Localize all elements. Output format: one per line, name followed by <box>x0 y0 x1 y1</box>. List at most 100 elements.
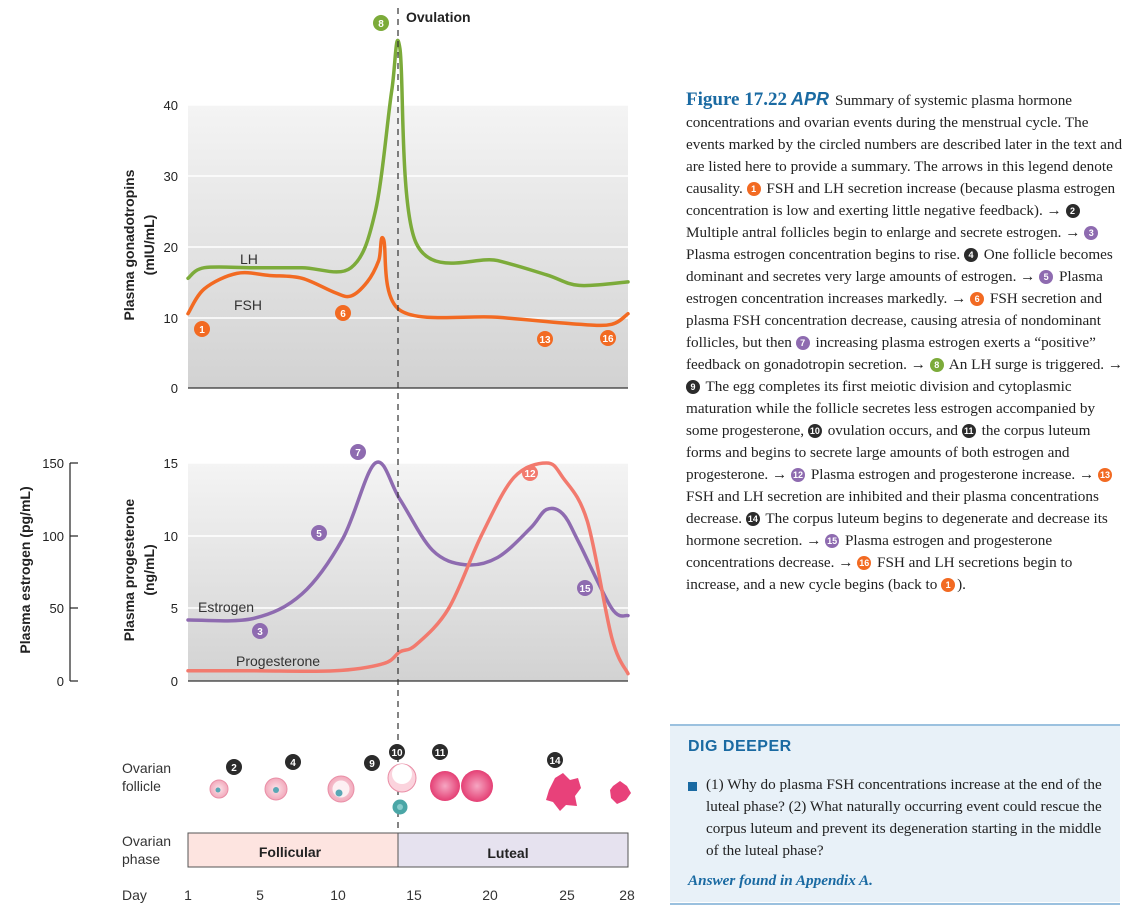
estrogen-axis-label: Plasma estrogen (pg/mL) <box>17 486 33 653</box>
legend-number: 12 <box>791 468 806 482</box>
day-label: Day <box>122 887 147 903</box>
legend-number: 16 <box>857 556 872 570</box>
svg-text:6: 6 <box>340 309 346 320</box>
answer-reference: Answer found in Appendix A. <box>688 872 873 889</box>
fsh-curve <box>186 235 630 328</box>
legend-step: Plasma estrogen concentration increases … <box>686 268 1103 307</box>
bullet-icon <box>688 782 697 791</box>
svg-text:8: 8 <box>378 19 384 30</box>
svg-text:3: 3 <box>257 627 263 638</box>
legend-step: FSH secretion and plasma FSH concentrati… <box>686 290 1103 351</box>
legend-number: 3 <box>1084 226 1099 240</box>
event-badge-14: 14 <box>547 752 563 768</box>
event-badge-8: 8 <box>373 15 389 31</box>
figure-legend: Figure 17.22 APR Summary of systemic plasm… <box>686 88 1126 596</box>
event-badge-1: 1 <box>194 321 210 337</box>
legend-step: the corpus luteum forms and begins to se… <box>686 422 1091 483</box>
legend-step: Multiple antral follicles begin to enlar… <box>686 224 1081 241</box>
event-badge-2: 2 <box>226 759 242 775</box>
figure-number: Figure 17.22 <box>686 89 787 110</box>
luteal-phase-bar <box>397 832 629 868</box>
gonadotropin-axis-unit: (mIU/mL) <box>141 215 157 276</box>
day-tick: 28 <box>619 887 635 903</box>
progesterone-curve <box>186 461 630 676</box>
svg-text:1: 1 <box>199 325 205 336</box>
svg-text:4: 4 <box>290 758 296 769</box>
svg-text:11: 11 <box>435 748 446 759</box>
day-tick: 25 <box>559 887 575 903</box>
follicle-label: follicle <box>122 778 161 794</box>
legend-step: Plasma estrogen and progesterone concent… <box>686 532 1053 571</box>
tick-label: 0 <box>171 381 178 396</box>
legend-number: 4 <box>963 248 978 262</box>
dig-deeper-question: (1) Why do plasma FSH concentrations inc… <box>706 776 1102 859</box>
legend-step: ). <box>957 576 966 593</box>
day-tick: 1 <box>184 887 192 903</box>
tick-label: 0 <box>171 674 178 689</box>
steroid-plot-background <box>188 463 628 681</box>
legend-number: 15 <box>825 534 840 548</box>
event-badge-5: 5 <box>311 525 327 541</box>
legend-number: 1 <box>746 182 761 196</box>
tick-label: 150 <box>42 456 64 471</box>
luteal-label: Luteal <box>487 845 528 861</box>
svg-text:16: 16 <box>602 334 614 345</box>
follicular-label: Follicular <box>259 844 322 860</box>
phase-label: phase <box>122 851 160 867</box>
legend-step: FSH and LH secretions begin to increase,… <box>686 554 1073 593</box>
phase-label: Ovarian <box>122 833 171 849</box>
legend-number: 13 <box>1098 468 1113 482</box>
event-badge-11: 11 <box>432 744 448 760</box>
day-tick: 5 <box>256 887 264 903</box>
svg-text:14: 14 <box>549 756 561 767</box>
day-tick: 15 <box>406 887 422 903</box>
tick-label: 30 <box>164 169 178 184</box>
tick-label: 10 <box>164 311 178 326</box>
lh-curve <box>186 38 630 288</box>
tick-label: 5 <box>171 601 178 616</box>
legend-number: 10 <box>807 424 822 438</box>
svg-text:9: 9 <box>369 759 375 770</box>
tick-label: 15 <box>164 456 178 471</box>
event-badge-6: 6 <box>335 305 351 321</box>
follicle-drawings <box>209 763 631 815</box>
legend-number: 11 <box>961 424 976 438</box>
dig-deeper-title: DIG DEEPER <box>688 738 792 755</box>
svg-text:15: 15 <box>579 584 591 595</box>
legend-step: Plasma estrogen and progesterone increas… <box>810 466 1095 483</box>
progesterone-axis-unit: (ng/mL) <box>141 544 157 595</box>
svg-text:10: 10 <box>391 748 403 759</box>
tick-label: 20 <box>164 240 178 255</box>
event-badge-4: 4 <box>285 754 301 770</box>
svg-text:5: 5 <box>316 529 322 540</box>
tick-label: 100 <box>42 529 64 544</box>
legend-number: 7 <box>795 336 810 350</box>
gonadotropin-axis-label: Plasma gonadotropins <box>121 169 137 320</box>
event-badge-13: 13 <box>537 331 553 347</box>
legend-number: 14 <box>745 512 760 526</box>
svg-text:12: 12 <box>524 469 536 480</box>
ovulation-label: Ovulation <box>406 9 471 25</box>
legend-number: 5 <box>1039 270 1054 284</box>
legend-step: increasing plasma estrogen exerts a “pos… <box>686 334 1096 373</box>
dig-deeper-box: DIG DEEPER (1) Why do plasma FSH concent… <box>670 724 1120 902</box>
menstrual-cycle-figure: 0 10 20 30 40 Plasma gonadotropins (mIU/… <box>17 8 635 903</box>
progesterone-label: Progesterone <box>236 653 320 669</box>
progesterone-axis-label: Plasma progesterone <box>121 499 137 642</box>
day-tick: 10 <box>330 887 346 903</box>
legend-step: FSH and LH secretion are inhibited and t… <box>686 488 1099 527</box>
legend-intro: Summary of systemic plasma hormone conce… <box>686 92 1123 197</box>
bottom-rule <box>670 903 1120 905</box>
follicular-phase-bar <box>187 832 399 868</box>
tick-label: 0 <box>57 674 64 689</box>
legend-step: Plasma estrogen concentration begins to … <box>686 246 961 263</box>
event-badge-16: 16 <box>600 330 616 346</box>
tick-label: 10 <box>164 529 178 544</box>
legend-number: 6 <box>970 292 985 306</box>
svg-text:13: 13 <box>539 335 551 346</box>
svg-text:7: 7 <box>355 448 361 459</box>
event-badge-9: 9 <box>364 755 380 771</box>
svg-text:2: 2 <box>231 763 237 774</box>
event-badge-12: 12 <box>522 465 538 481</box>
legend-number: 9 <box>686 380 700 394</box>
